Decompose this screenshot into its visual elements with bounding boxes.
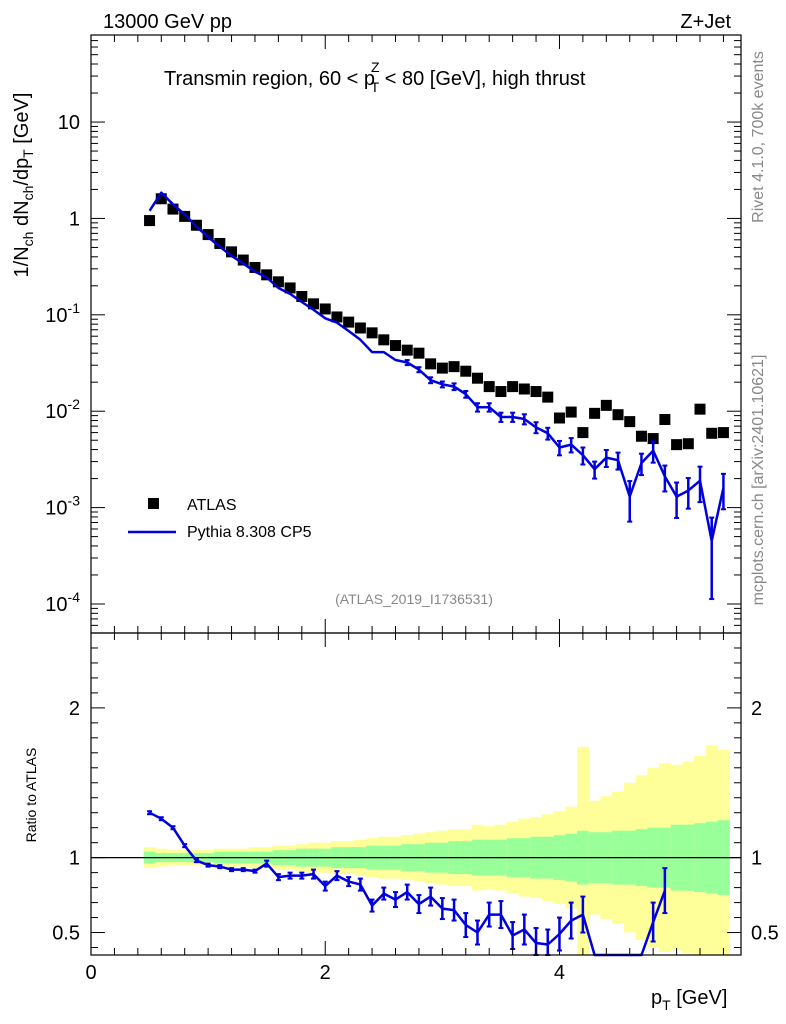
atlas-data-point bbox=[518, 383, 530, 395]
atlas-data-point bbox=[343, 316, 355, 328]
atlas-data-point bbox=[249, 261, 261, 273]
atlas-data-point bbox=[600, 399, 612, 411]
y-tick-label: 10-2 bbox=[45, 396, 80, 423]
atlas-data-point bbox=[272, 276, 284, 288]
pythia-line bbox=[148, 191, 725, 543]
axes: 0 2 4 10-4 10-3 10-2 10-1 1 10 0.5 0.5 1 1 2 2 bbox=[45, 34, 779, 984]
y-tick-label: 10 bbox=[58, 112, 80, 134]
x-tick-label: 2 bbox=[320, 962, 331, 984]
atlas-data-point bbox=[647, 433, 659, 445]
x-axis-label: pT [GeV] bbox=[651, 987, 727, 1013]
atlas-data-point bbox=[261, 269, 273, 281]
ratio-y-tick-label: 2 bbox=[69, 698, 80, 720]
atlas-data-point bbox=[167, 203, 179, 215]
atlas-data-point bbox=[671, 439, 683, 451]
atlas-data-point bbox=[659, 414, 671, 426]
atlas-data-point bbox=[319, 303, 331, 315]
atlas-data-point bbox=[542, 391, 554, 403]
atlas-data-point bbox=[390, 340, 402, 352]
atlas-data-point bbox=[331, 311, 343, 323]
legend-atlas-label: ATLAS bbox=[187, 497, 237, 514]
atlas-data-point bbox=[202, 229, 214, 241]
ratio-y-label: Ratio to ATLAS bbox=[23, 748, 39, 843]
ratio-y-tick-label: 0.5 bbox=[52, 923, 80, 945]
atlas-data-point bbox=[612, 409, 624, 421]
main-y-label: 1/Nch dNch/dpT [GeV] bbox=[11, 93, 36, 278]
ratio-panel-frame bbox=[90, 632, 742, 956]
atlas-data-point bbox=[354, 322, 366, 334]
atlas-data-point bbox=[706, 427, 718, 439]
legend-pythia-label: Pythia 8.308 CP5 bbox=[187, 524, 312, 541]
atlas-data-point bbox=[565, 406, 577, 418]
ratio-y-tick-label-right: 2 bbox=[751, 698, 762, 720]
header-right: Z+Jet bbox=[680, 11, 731, 33]
atlas-data-point bbox=[460, 365, 472, 377]
atlas-data-point bbox=[448, 361, 460, 373]
atlas-data-point bbox=[530, 386, 542, 398]
main-series bbox=[144, 191, 729, 601]
atlas-data-point bbox=[237, 254, 249, 266]
mcplots-label: mcplots.cern.ch [arXiv:2401.10621] bbox=[750, 355, 767, 606]
rivet-label: Rivet 4.1.0, 700k events bbox=[750, 51, 767, 223]
analysis-label: (ATLAS_2019_I1736531) bbox=[335, 591, 493, 607]
atlas-data-point bbox=[144, 215, 156, 227]
atlas-data-point bbox=[179, 210, 191, 222]
header-left: 13000 GeV pp bbox=[103, 11, 232, 33]
atlas-data-point bbox=[495, 386, 507, 398]
y-tick-label: 1 bbox=[69, 208, 80, 230]
atlas-data-point bbox=[471, 372, 483, 384]
atlas-data-point bbox=[378, 334, 390, 346]
atlas-data-point bbox=[284, 282, 296, 294]
atlas-data-point bbox=[577, 427, 589, 439]
ratio-series bbox=[147, 810, 668, 957]
atlas-data-point bbox=[296, 290, 308, 302]
atlas-data-point bbox=[401, 344, 413, 356]
ratio-y-tick-label: 1 bbox=[69, 848, 80, 870]
legend-atlas-marker bbox=[148, 498, 159, 509]
plot-title: Transmin region, 60 < pZ T < 80 [GeV], hi… bbox=[164, 59, 586, 95]
atlas-data-point bbox=[624, 416, 636, 428]
atlas-data-point bbox=[308, 298, 320, 310]
atlas-data-point bbox=[717, 427, 729, 439]
atlas-data-point bbox=[553, 412, 565, 424]
atlas-data-point bbox=[507, 381, 519, 393]
x-tick-label: 0 bbox=[85, 962, 96, 984]
atlas-data-point bbox=[413, 347, 425, 359]
ratio-bands bbox=[91, 745, 741, 955]
atlas-data-point bbox=[155, 193, 167, 205]
atlas-data-point bbox=[589, 407, 601, 419]
atlas-data-point bbox=[483, 381, 495, 393]
atlas-data-point bbox=[694, 403, 706, 415]
legend: ATLAS Pythia 8.308 CP5 bbox=[128, 497, 312, 541]
y-tick-label: 10-4 bbox=[45, 589, 80, 616]
atlas-data-point bbox=[226, 246, 238, 258]
atlas-data-point bbox=[436, 362, 448, 374]
x-tick-label: 4 bbox=[554, 962, 565, 984]
ratio-y-tick-label-right: 1 bbox=[751, 848, 762, 870]
atlas-data-point bbox=[635, 430, 647, 442]
main-panel-frame bbox=[90, 34, 742, 634]
atlas-data-point bbox=[214, 237, 226, 249]
atlas-data-point bbox=[682, 438, 694, 450]
y-tick-label: 10-3 bbox=[45, 493, 80, 520]
atlas-data-point bbox=[366, 327, 378, 339]
y-tick-label: 10-1 bbox=[45, 300, 80, 327]
ratio-y-tick-label-right: 0.5 bbox=[751, 923, 779, 945]
atlas-data-point bbox=[425, 358, 437, 370]
